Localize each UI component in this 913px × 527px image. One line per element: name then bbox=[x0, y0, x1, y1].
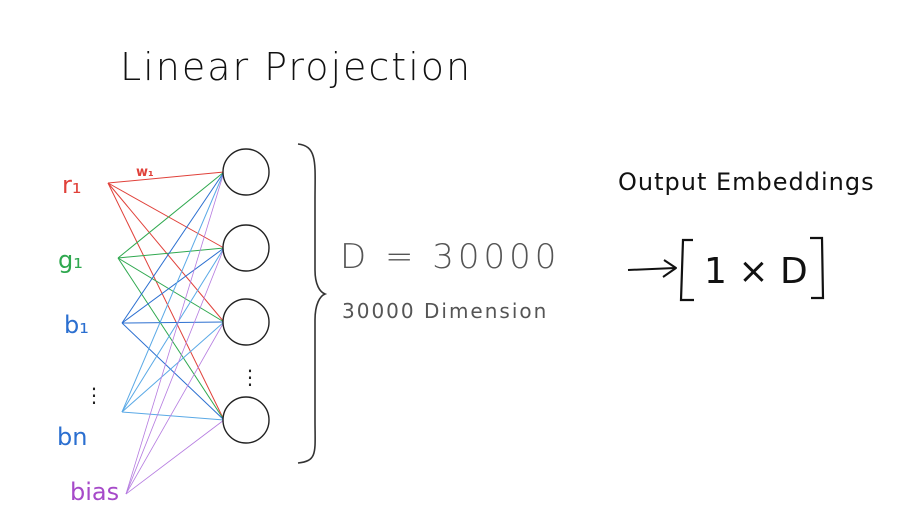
hidden-node bbox=[222, 396, 270, 444]
input-g1: g₁ bbox=[58, 246, 83, 274]
hidden-node bbox=[222, 298, 270, 346]
hidden-ellipsis: ⋮ bbox=[240, 365, 260, 389]
connection-line bbox=[125, 419, 225, 495]
connection-line bbox=[117, 257, 225, 421]
connection-line bbox=[121, 171, 225, 324]
dimension-equation: D = 30000 bbox=[340, 237, 560, 277]
input-ellipsis: ⋮ bbox=[84, 383, 104, 407]
connection-line bbox=[107, 182, 225, 421]
connection-lines bbox=[107, 171, 225, 495]
matrix-left-bracket bbox=[679, 238, 694, 302]
diagram-title: Linear Projection bbox=[120, 45, 472, 89]
connection-line bbox=[117, 171, 225, 259]
hidden-nodes bbox=[222, 148, 270, 444]
input-bn: bn bbox=[57, 423, 87, 451]
arrow-icon bbox=[627, 259, 677, 278]
curly-brace bbox=[297, 143, 328, 464]
connection-line bbox=[117, 257, 225, 323]
connection-line bbox=[121, 247, 225, 413]
hidden-node bbox=[222, 224, 270, 272]
dimension-text: 30000 Dimension bbox=[342, 299, 548, 323]
connection-line bbox=[107, 182, 225, 323]
input-r1: r₁ bbox=[62, 171, 82, 199]
connection-line bbox=[125, 247, 225, 495]
connection-line bbox=[107, 182, 225, 249]
connection-line bbox=[121, 247, 225, 324]
connection-line bbox=[107, 171, 225, 184]
input-b1: b₁ bbox=[64, 311, 89, 339]
hidden-node bbox=[222, 148, 270, 196]
weight-label: w₁ bbox=[136, 165, 154, 180]
connection-line bbox=[121, 171, 225, 413]
connection-line bbox=[125, 321, 225, 495]
connection-line bbox=[121, 321, 225, 324]
input-bias: bias bbox=[70, 478, 119, 506]
connection-line bbox=[125, 171, 225, 495]
connection-line bbox=[121, 322, 225, 421]
connection-line bbox=[121, 321, 225, 413]
matrix-right-bracket bbox=[810, 236, 825, 300]
output-matrix: 1 × D bbox=[704, 251, 808, 292]
connection-line bbox=[117, 247, 225, 259]
connection-line bbox=[121, 411, 225, 421]
output-label: Output Embeddings bbox=[618, 168, 875, 196]
